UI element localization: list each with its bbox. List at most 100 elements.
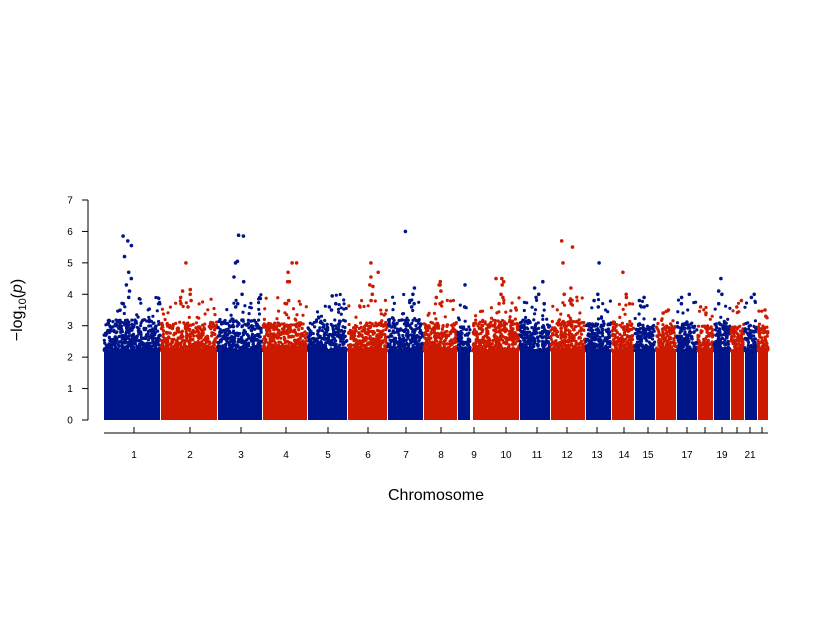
snp-point <box>217 319 221 324</box>
snp-point <box>637 312 641 316</box>
snp-point <box>391 321 395 325</box>
snp-point <box>196 334 200 338</box>
snp-point <box>282 325 286 329</box>
snp-point <box>321 325 325 329</box>
snp-point <box>373 349 377 353</box>
snp-hit-point <box>499 292 503 297</box>
snp-point <box>149 333 153 337</box>
snp-point <box>534 330 538 334</box>
y-tick-label: 0 <box>67 416 73 427</box>
snp-point <box>563 347 567 351</box>
snp-point <box>519 321 523 325</box>
snp-point <box>362 304 366 309</box>
snp-hit-point <box>438 301 442 306</box>
snp-point <box>161 323 165 327</box>
snp-point <box>240 348 244 353</box>
snp-point <box>675 321 680 325</box>
snp-hit-point <box>716 301 721 306</box>
snp-point <box>408 338 412 342</box>
snp-hit-point <box>621 270 625 275</box>
snp-point <box>160 349 164 353</box>
snp-point <box>670 348 674 352</box>
snp-point <box>702 308 706 312</box>
snp-point <box>315 310 320 314</box>
snp-point <box>331 327 335 331</box>
snp-point <box>413 329 417 333</box>
snp-point <box>184 301 188 305</box>
snp-point <box>579 332 584 336</box>
snp-point <box>352 336 356 340</box>
snp-point <box>722 319 726 323</box>
snp-point <box>276 346 280 350</box>
snp-point <box>224 343 228 347</box>
snp-point <box>183 349 187 353</box>
snp-point <box>618 344 622 348</box>
y-axis-title-variable: p <box>9 284 26 294</box>
snp-point <box>710 340 714 344</box>
snp-point <box>216 344 220 348</box>
snp-point <box>683 338 687 342</box>
snp-point <box>700 348 704 352</box>
snp-point <box>655 326 659 330</box>
chromosome-6-points <box>346 261 389 420</box>
chromosome-8-points <box>422 279 459 420</box>
y-axis-title-prefix: −log <box>9 311 26 342</box>
snp-point <box>213 327 217 332</box>
snp-point <box>487 344 491 348</box>
snp-point <box>751 334 755 338</box>
snp-point <box>277 340 281 344</box>
snp-point <box>267 321 271 325</box>
snp-point <box>705 347 710 351</box>
snp-point <box>262 348 266 352</box>
snp-point <box>608 323 612 327</box>
snp-point <box>246 334 251 338</box>
snp-point <box>391 330 395 334</box>
snp-point <box>347 349 351 353</box>
snp-point <box>711 328 715 332</box>
snp-point <box>716 347 720 351</box>
snp-point <box>585 346 589 350</box>
snp-hit-point <box>370 292 375 297</box>
snp-point <box>549 328 553 332</box>
snp-point <box>618 323 622 327</box>
snp-point <box>140 319 144 323</box>
snp-point <box>457 349 462 353</box>
snp-point <box>589 344 594 348</box>
snp-point <box>532 341 537 345</box>
chromosome-12-points <box>549 239 587 420</box>
snp-point <box>232 301 236 305</box>
snp-point <box>466 337 470 341</box>
snp-point <box>729 329 733 333</box>
snp-point <box>391 295 395 299</box>
snp-point <box>591 328 595 332</box>
snp-hit-point <box>376 270 381 275</box>
snp-point <box>181 304 185 309</box>
snp-point <box>578 336 582 340</box>
snp-point <box>618 346 622 351</box>
snp-point <box>225 308 229 312</box>
snp-point <box>130 349 134 353</box>
snp-point <box>383 346 387 350</box>
snp-point <box>564 335 568 339</box>
snp-point <box>624 303 628 307</box>
snp-point <box>545 336 549 340</box>
snp-hit-point <box>188 287 193 292</box>
snp-point <box>660 327 665 331</box>
snp-point <box>763 329 767 333</box>
snp-hit-point <box>186 305 190 309</box>
snp-point <box>659 338 663 343</box>
snp-point <box>312 336 316 340</box>
snp-point <box>690 321 694 325</box>
snp-point <box>760 340 765 344</box>
snp-point <box>679 338 683 342</box>
snp-hit-point <box>233 261 238 265</box>
snp-point <box>341 341 345 345</box>
snp-point <box>740 340 745 344</box>
snp-point <box>349 337 353 341</box>
snp-point <box>533 323 538 327</box>
snp-point <box>328 332 332 336</box>
snp-point <box>347 331 351 335</box>
snp-point <box>341 318 346 322</box>
